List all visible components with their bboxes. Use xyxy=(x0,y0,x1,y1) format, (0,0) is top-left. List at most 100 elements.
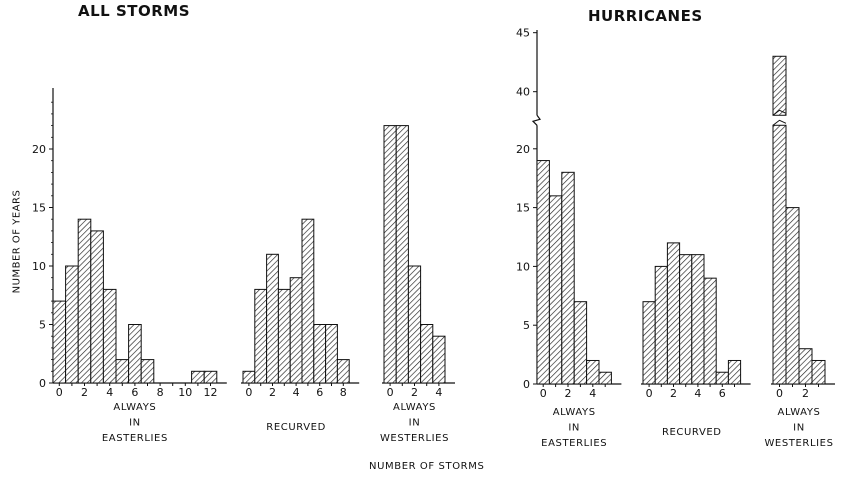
y-tick-label: 10 xyxy=(516,260,530,273)
x-tick-label: 0 xyxy=(776,387,783,400)
bar xyxy=(407,265,422,384)
bar xyxy=(654,265,668,385)
x-tick-label: 12 xyxy=(204,386,218,399)
bar xyxy=(798,348,813,385)
y-tick-label: 10 xyxy=(32,260,46,273)
bar xyxy=(548,195,563,385)
x-tick-label: 8 xyxy=(340,386,347,399)
bar xyxy=(115,359,130,384)
bar xyxy=(325,324,338,384)
bar xyxy=(301,218,315,384)
bar xyxy=(313,324,327,384)
right-panel-title: HURRICANES xyxy=(588,7,703,25)
x-tick-label: 4 xyxy=(106,386,113,399)
bar xyxy=(254,288,268,384)
y-tick-label: 5 xyxy=(523,319,530,332)
group-label: WESTERLIES xyxy=(764,438,833,449)
bar-lower xyxy=(772,124,787,385)
y-tick-label: 20 xyxy=(32,143,46,156)
bar xyxy=(703,277,717,385)
x-tick-label: 2 xyxy=(269,386,276,399)
group-always-in-easterlies: 0 2 4 6 8 10 12 ALWAYS IN EASTERLIES xyxy=(52,218,227,444)
x-tick-label: 4 xyxy=(435,386,442,399)
x-tick-label: 2 xyxy=(802,387,809,400)
y-tick-label: 0 xyxy=(39,377,46,390)
bar xyxy=(77,218,92,384)
bar xyxy=(242,370,256,384)
bar xyxy=(203,370,218,384)
bar xyxy=(785,207,800,385)
y-tick-label: 15 xyxy=(32,202,46,215)
bar xyxy=(432,335,446,384)
bar xyxy=(536,160,550,385)
bar xyxy=(666,242,681,385)
bar xyxy=(420,324,434,384)
y-tick-label: 0 xyxy=(523,378,530,391)
bar-break-mark xyxy=(772,119,787,126)
bar xyxy=(727,359,742,385)
group-always-in-westerlies: 0 2 ALWAYS IN WESTERLIES xyxy=(764,55,835,449)
x-tick-label: 4 xyxy=(293,386,300,399)
y-axis-break xyxy=(531,114,542,126)
bar xyxy=(52,300,67,384)
x-tick-label: 0 xyxy=(56,386,63,399)
bar xyxy=(679,254,693,385)
bar xyxy=(691,254,705,385)
bar xyxy=(289,277,303,384)
x-tick-label: 2 xyxy=(565,387,572,400)
x-tick-label: 6 xyxy=(316,386,323,399)
group-recurved: 0 2 4 6 8 RECURVED xyxy=(241,218,360,433)
group-label: IN xyxy=(129,418,141,429)
bar xyxy=(642,301,656,385)
x-tick-label: 6 xyxy=(131,386,138,399)
bar xyxy=(598,371,612,385)
group-always-in-westerlies: 0 2 4 ALWAYS IN WESTERLIES xyxy=(380,125,455,444)
group-always-in-easterlies: 0 2 4 ALWAYS IN EASTERLIES xyxy=(536,160,622,449)
bar xyxy=(191,370,205,384)
group-label: IN xyxy=(793,423,805,434)
bar xyxy=(65,265,79,384)
x-tick-label: 4 xyxy=(694,387,701,400)
bar xyxy=(90,230,104,384)
bar xyxy=(586,359,600,385)
bar xyxy=(573,301,588,385)
bar xyxy=(561,171,575,385)
group-label: ALWAYS xyxy=(553,407,596,418)
group-label: IN xyxy=(409,418,421,429)
group-label: IN xyxy=(568,423,580,434)
bar-break-mark xyxy=(772,109,787,116)
x-tick-label: 2 xyxy=(81,386,88,399)
bar xyxy=(383,125,397,384)
bar xyxy=(102,288,117,384)
bar xyxy=(277,288,291,384)
x-tick-label: 0 xyxy=(245,386,252,399)
bar xyxy=(266,253,279,384)
y-tick-label: 40 xyxy=(516,86,530,99)
y-tick-label: 20 xyxy=(516,143,530,156)
group-label: EASTERLIES xyxy=(102,433,168,444)
x-tick-label: 4 xyxy=(589,387,596,400)
group-label: ALWAYS xyxy=(778,407,821,418)
x-tick-label: 0 xyxy=(387,386,394,399)
bar xyxy=(336,359,350,384)
left-panel-title: ALL STORMS xyxy=(78,2,191,20)
x-tick-label: 0 xyxy=(646,387,653,400)
y-tick-label: 15 xyxy=(516,202,530,215)
x-tick-label: 2 xyxy=(670,387,677,400)
y-tick-label: 5 xyxy=(39,319,46,332)
x-tick-label: 0 xyxy=(540,387,547,400)
group-recurved: 0 2 4 6 RECURVED xyxy=(641,242,751,438)
bar xyxy=(128,324,142,384)
y-tick-label: 45 xyxy=(516,27,530,40)
group-label: EASTERLIES xyxy=(541,438,607,449)
bar xyxy=(395,125,409,384)
bar-upper xyxy=(772,55,787,116)
bar xyxy=(140,359,155,384)
x-tick-label: 2 xyxy=(411,386,418,399)
group-label: WESTERLIES xyxy=(380,433,449,444)
group-label: ALWAYS xyxy=(393,402,436,413)
group-label: RECURVED xyxy=(662,427,722,438)
